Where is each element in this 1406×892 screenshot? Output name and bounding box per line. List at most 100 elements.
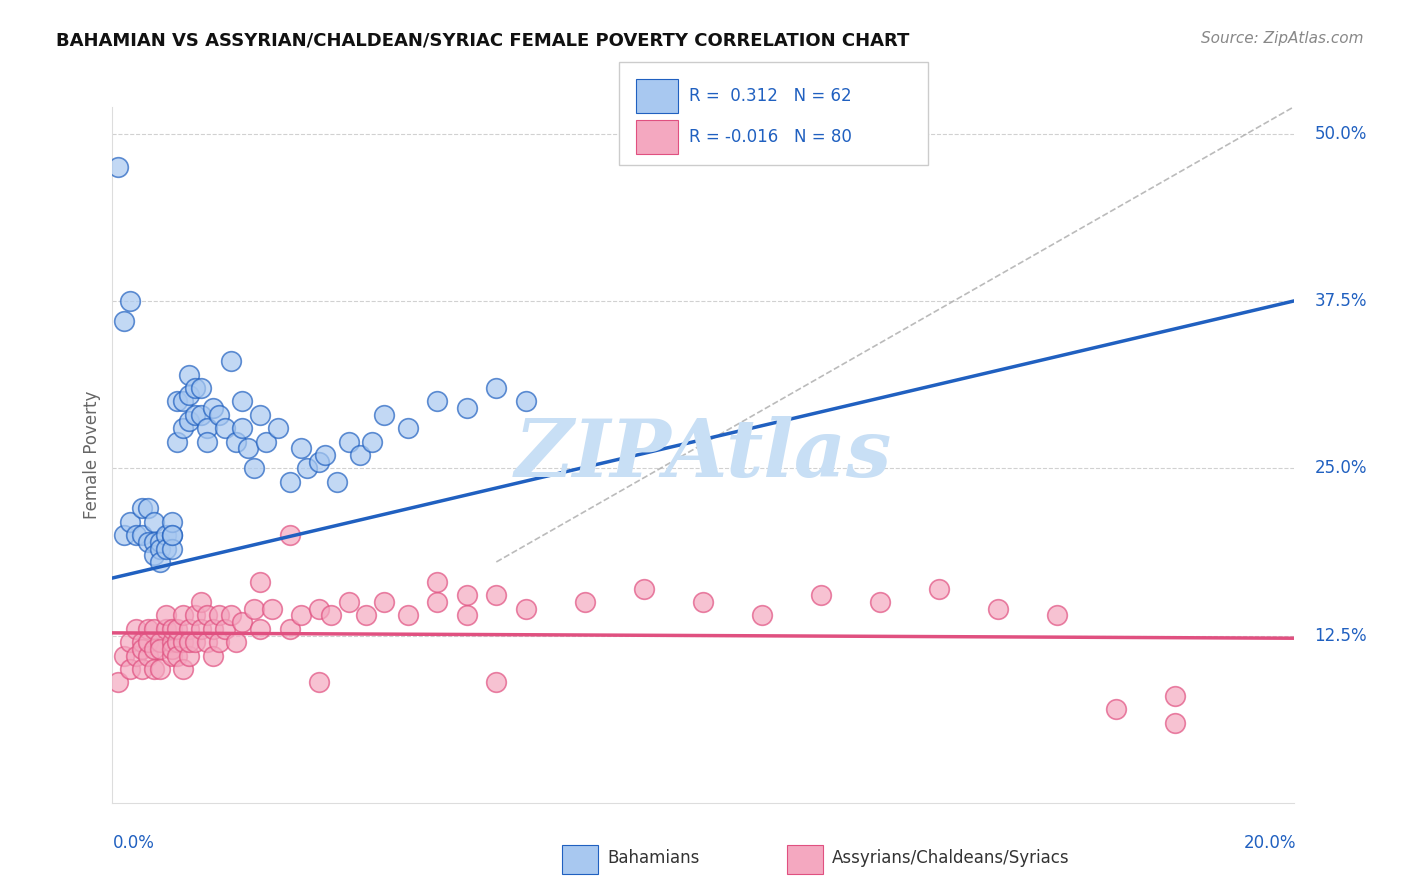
Point — [125, 648, 148, 663]
Point — [160, 642, 183, 657]
Point — [120, 635, 142, 649]
Point — [308, 602, 330, 616]
Point — [155, 608, 177, 623]
Point — [231, 394, 253, 409]
Point — [149, 635, 172, 649]
Text: 20.0%: 20.0% — [1244, 834, 1296, 852]
Point — [120, 294, 142, 309]
Point — [337, 434, 360, 449]
Point — [195, 608, 218, 623]
Point — [184, 635, 207, 649]
Point — [179, 635, 201, 649]
Point — [172, 635, 194, 649]
Point — [290, 442, 312, 456]
Point — [142, 662, 165, 676]
Point — [485, 589, 508, 603]
Point — [396, 608, 419, 623]
Point — [1046, 608, 1069, 623]
Point — [928, 582, 950, 596]
Point — [160, 515, 183, 529]
Point — [692, 595, 714, 609]
Point — [426, 595, 449, 609]
Point — [112, 528, 135, 542]
Point — [179, 648, 201, 663]
Point — [149, 642, 172, 657]
Point — [314, 448, 336, 462]
Point — [231, 615, 253, 630]
Point — [1105, 702, 1128, 716]
Text: BAHAMIAN VS ASSYRIAN/CHALDEAN/SYRIAC FEMALE POVERTY CORRELATION CHART: BAHAMIAN VS ASSYRIAN/CHALDEAN/SYRIAC FEM… — [56, 31, 910, 49]
Point — [208, 608, 231, 623]
Text: 0.0%: 0.0% — [112, 834, 155, 852]
Point — [278, 475, 301, 489]
Text: R = -0.016   N = 80: R = -0.016 N = 80 — [689, 128, 852, 146]
Point — [166, 622, 188, 636]
Point — [426, 394, 449, 409]
Text: Assyrians/Chaldeans/Syriacs: Assyrians/Chaldeans/Syriacs — [832, 849, 1070, 867]
Point — [1164, 689, 1187, 703]
Point — [485, 675, 508, 690]
Point — [112, 648, 135, 663]
Point — [319, 608, 342, 623]
Point — [131, 642, 153, 657]
Point — [120, 515, 142, 529]
Point — [214, 421, 236, 435]
Point — [219, 608, 242, 623]
Point — [142, 642, 165, 657]
Point — [112, 314, 135, 328]
Point — [225, 635, 247, 649]
Point — [160, 541, 183, 556]
Point — [361, 434, 384, 449]
Text: Bahamians: Bahamians — [607, 849, 700, 867]
Point — [214, 622, 236, 636]
Point — [751, 608, 773, 623]
Point — [373, 595, 395, 609]
Point — [1164, 715, 1187, 730]
Point — [184, 608, 207, 623]
Point — [179, 622, 201, 636]
Point — [136, 501, 159, 516]
Point — [987, 602, 1010, 616]
Point — [131, 635, 153, 649]
Point — [456, 589, 478, 603]
Point — [136, 648, 159, 663]
Point — [166, 434, 188, 449]
Point — [172, 394, 194, 409]
Point — [149, 541, 172, 556]
Point — [136, 635, 159, 649]
Point — [349, 448, 371, 462]
Point — [201, 648, 224, 663]
Point — [326, 475, 349, 489]
Point — [219, 354, 242, 368]
Point — [243, 602, 266, 616]
Point — [195, 434, 218, 449]
Point — [142, 548, 165, 563]
Point — [208, 635, 231, 649]
Point — [249, 575, 271, 590]
Point — [149, 535, 172, 549]
Point — [160, 635, 183, 649]
Point — [136, 622, 159, 636]
Text: ZIPAtlas: ZIPAtlas — [515, 417, 891, 493]
Point — [107, 161, 129, 175]
Point — [149, 555, 172, 569]
Point — [172, 421, 194, 435]
Point — [155, 528, 177, 542]
Point — [278, 528, 301, 542]
Point — [125, 622, 148, 636]
Point — [184, 408, 207, 422]
Point — [201, 401, 224, 416]
Text: 37.5%: 37.5% — [1315, 292, 1367, 310]
Point — [396, 421, 419, 435]
Point — [172, 608, 194, 623]
Point — [120, 662, 142, 676]
Point — [195, 635, 218, 649]
Text: 25.0%: 25.0% — [1315, 459, 1367, 477]
Point — [249, 408, 271, 422]
Point — [190, 408, 212, 422]
Point — [160, 528, 183, 542]
Point — [308, 675, 330, 690]
Point — [456, 608, 478, 623]
Point — [190, 622, 212, 636]
Point — [142, 622, 165, 636]
